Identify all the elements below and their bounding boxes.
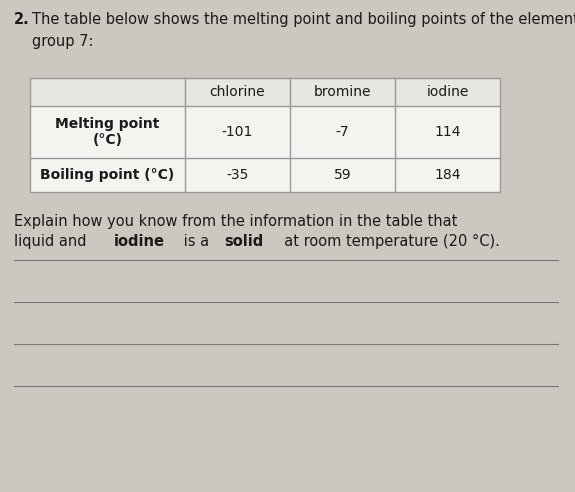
Bar <box>30 78 500 106</box>
Text: is a: is a <box>179 234 214 249</box>
Text: -101: -101 <box>222 125 253 139</box>
Text: chlorine: chlorine <box>210 85 265 99</box>
Text: 2.: 2. <box>14 12 30 27</box>
Text: iodine: iodine <box>426 85 469 99</box>
Text: Boiling point (°C): Boiling point (°C) <box>40 168 175 182</box>
Text: bromine: bromine <box>314 85 371 99</box>
Text: iodine: iodine <box>113 234 164 249</box>
Text: 184: 184 <box>434 168 461 182</box>
Text: at room temperature (20 °C).: at room temperature (20 °C). <box>275 234 500 249</box>
Text: -35: -35 <box>227 168 248 182</box>
Bar <box>30 78 500 192</box>
Text: -7: -7 <box>336 125 350 139</box>
Text: 59: 59 <box>334 168 351 182</box>
Text: Melting point
(°C): Melting point (°C) <box>55 117 160 147</box>
Text: liquid and: liquid and <box>14 234 91 249</box>
Text: solid: solid <box>224 234 263 249</box>
Text: Explain how you know from the information in the table that: Explain how you know from the informatio… <box>14 214 462 229</box>
Text: 114: 114 <box>434 125 461 139</box>
Bar <box>30 78 500 192</box>
Text: The table below shows the melting point and boiling points of the elements of
gr: The table below shows the melting point … <box>32 12 575 49</box>
